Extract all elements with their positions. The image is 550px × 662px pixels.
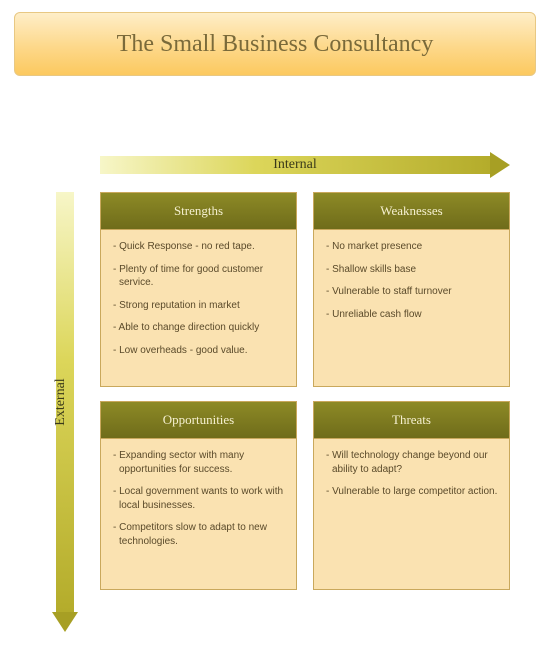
quadrant-header: Weaknesses bbox=[314, 193, 509, 230]
page-title: The Small Business Consultancy bbox=[117, 31, 434, 58]
quadrant-strengths: Strengths - Quick Response - no red tape… bbox=[100, 192, 297, 387]
list-item: - Vulnerable to staff turnover bbox=[324, 285, 501, 299]
list-item: - Local government wants to work with lo… bbox=[111, 485, 288, 512]
list-item: - Will technology change beyond our abil… bbox=[324, 449, 501, 476]
quadrant-header: Opportunities bbox=[101, 402, 296, 439]
quadrant-body: - Will technology change beyond our abil… bbox=[314, 439, 509, 589]
quadrant-header: Threats bbox=[314, 402, 509, 439]
title-banner: The Small Business Consultancy bbox=[14, 12, 536, 76]
external-axis-label: External bbox=[48, 192, 74, 612]
quadrant-threats: Threats - Will technology change beyond … bbox=[313, 401, 510, 590]
list-item: - Able to change direction quickly bbox=[111, 321, 288, 335]
external-axis-arrow: External bbox=[52, 192, 78, 632]
list-item: - Vulnerable to large competitor action. bbox=[324, 485, 501, 499]
list-item: - Expanding sector with many opportuniti… bbox=[111, 449, 288, 476]
list-item: - Quick Response - no red tape. bbox=[111, 240, 288, 254]
arrow-head-right-icon bbox=[490, 152, 510, 178]
list-item: - Plenty of time for good customer servi… bbox=[111, 263, 288, 290]
quadrant-header: Strengths bbox=[101, 193, 296, 230]
list-item: - Unreliable cash flow bbox=[324, 308, 501, 322]
internal-axis-label: Internal bbox=[100, 152, 490, 178]
list-item: - No market presence bbox=[324, 240, 501, 254]
swot-grid: Strengths - Quick Response - no red tape… bbox=[100, 192, 510, 590]
list-item: - Strong reputation in market bbox=[111, 299, 288, 313]
quadrant-body: - Quick Response - no red tape. - Plenty … bbox=[101, 230, 296, 386]
internal-axis-arrow: Internal bbox=[100, 152, 510, 178]
quadrant-opportunities: Opportunities - Expanding sector with ma… bbox=[100, 401, 297, 590]
swot-diagram: Internal External Strengths - Quick Resp… bbox=[0, 112, 550, 652]
list-item: - Shallow skills base bbox=[324, 263, 501, 277]
list-item: - Low overheads - good value. bbox=[111, 344, 288, 358]
arrow-head-down-icon bbox=[52, 612, 78, 632]
quadrant-body: - No market presence - Shallow skills bas… bbox=[314, 230, 509, 386]
quadrant-body: - Expanding sector with many opportuniti… bbox=[101, 439, 296, 589]
list-item: - Competitors slow to adapt to new techn… bbox=[111, 521, 288, 548]
quadrant-weaknesses: Weaknesses - No market presence - Shallow… bbox=[313, 192, 510, 387]
